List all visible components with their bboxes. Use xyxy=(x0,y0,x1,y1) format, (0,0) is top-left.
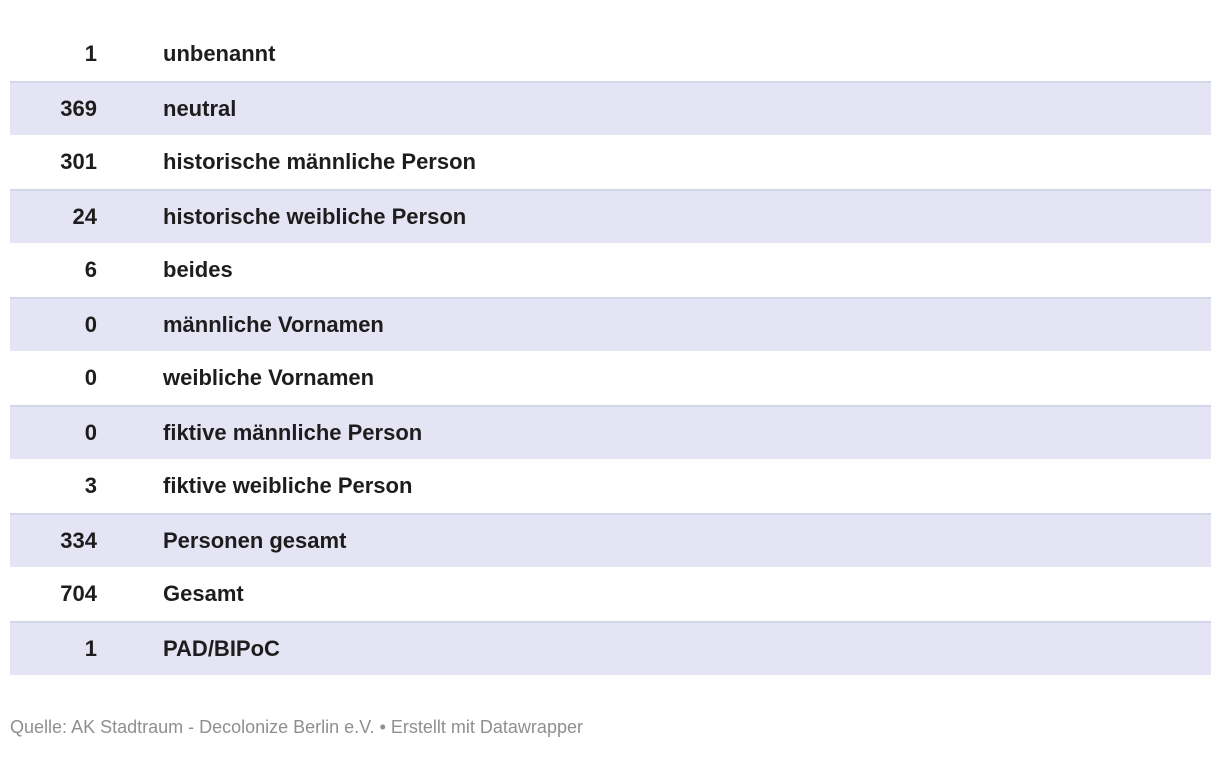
table-body: 1 unbenannt 369 neutral 301 historische … xyxy=(10,27,1211,675)
table-row: 0 männliche Vornamen xyxy=(10,297,1211,351)
table-row: 334 Personen gesamt xyxy=(10,513,1211,567)
source-name: AK Stadtraum - Decolonize Berlin e.V. xyxy=(71,717,375,737)
row-label: Gesamt xyxy=(163,581,244,606)
table-row: 0 fiktive männliche Person xyxy=(10,405,1211,459)
datawrapper-table-chart: 1 unbenannt 369 neutral 301 historische … xyxy=(0,27,1220,740)
table-row: 0 weibliche Vornamen xyxy=(10,351,1211,405)
chart-footer: Quelle: AK Stadtraum - Decolonize Berlin… xyxy=(10,714,1220,740)
row-value: 1 xyxy=(84,41,97,66)
row-value: 301 xyxy=(60,149,97,174)
table-row: 1 unbenannt xyxy=(10,27,1211,81)
row-label: historische weibliche Person xyxy=(163,204,467,229)
row-label: unbenannt xyxy=(163,41,276,66)
datawrapper-attribution-link[interactable]: Erstellt mit Datawrapper xyxy=(390,717,583,737)
row-label: männliche Vornamen xyxy=(163,312,384,337)
row-label: fiktive weibliche Person xyxy=(163,473,413,498)
row-label: weibliche Vornamen xyxy=(163,365,375,390)
row-label: historische männliche Person xyxy=(163,149,476,174)
table-row: 24 historische weibliche Person xyxy=(10,189,1211,243)
row-value: 1 xyxy=(84,636,97,661)
row-value: 0 xyxy=(84,312,97,337)
row-value: 0 xyxy=(84,365,97,390)
table-row: 6 beides xyxy=(10,243,1211,297)
row-label: beides xyxy=(163,257,233,282)
table-row: 3 fiktive weibliche Person xyxy=(10,459,1211,513)
row-value: 24 xyxy=(72,204,97,229)
table-row: 369 neutral xyxy=(10,81,1211,135)
row-label: PAD/BIPoC xyxy=(163,636,280,661)
row-value: 334 xyxy=(60,528,97,553)
row-value: 704 xyxy=(60,581,97,606)
table-row: 704 Gesamt xyxy=(10,567,1211,621)
row-label: fiktive männliche Person xyxy=(163,420,423,445)
footer-separator: • xyxy=(379,717,386,737)
source-label: Quelle: xyxy=(10,717,68,737)
table-row: 301 historische männliche Person xyxy=(10,135,1211,189)
row-value: 6 xyxy=(84,257,97,282)
row-value: 369 xyxy=(60,96,97,121)
table-row: 1 PAD/BIPoC xyxy=(10,621,1211,675)
row-value: 3 xyxy=(84,473,97,498)
row-value: 0 xyxy=(84,420,97,445)
row-label: Personen gesamt xyxy=(163,528,347,553)
row-label: neutral xyxy=(163,96,237,121)
